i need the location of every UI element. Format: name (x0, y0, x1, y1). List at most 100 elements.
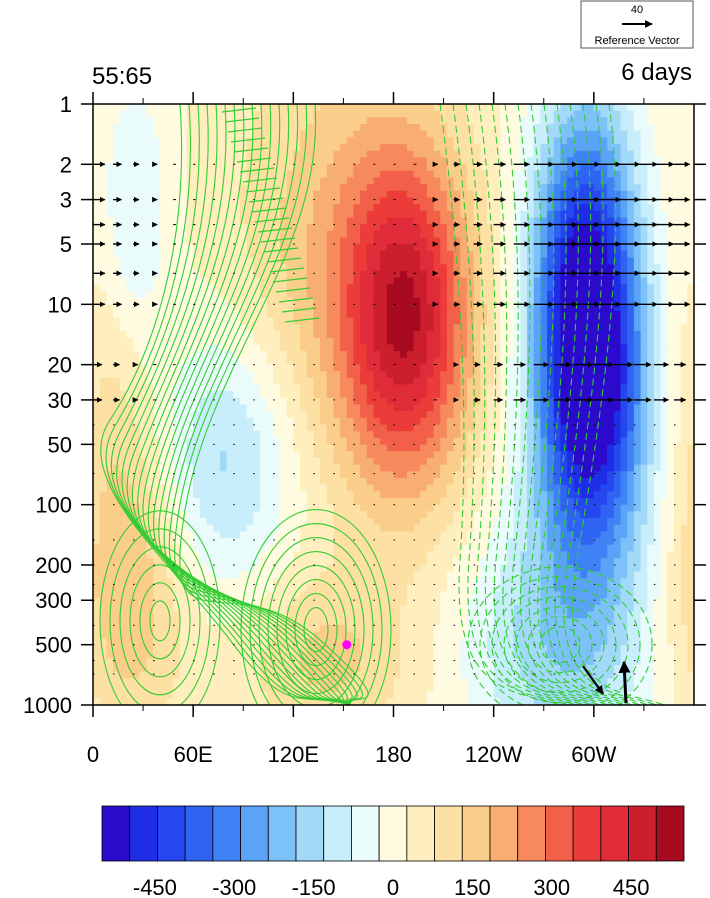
shade-cell (139, 437, 148, 446)
shade-cell (186, 177, 194, 185)
shade-cell (133, 451, 141, 459)
shade-cell (620, 364, 628, 372)
shade-cell (473, 331, 481, 339)
shade-cell (226, 170, 234, 179)
shade-cell (326, 411, 334, 419)
shade-cell (93, 431, 101, 439)
shade-cell (320, 204, 328, 212)
shade-cell (446, 184, 455, 192)
shade-cell (173, 250, 181, 259)
shade-cell (560, 124, 568, 132)
shade-cell (206, 304, 214, 312)
shade-cell (179, 277, 188, 285)
shade-cell (273, 237, 281, 245)
shade-cell (640, 237, 648, 245)
shade-cell (607, 357, 615, 366)
shade-cell (473, 324, 481, 332)
shade-cell (286, 397, 294, 406)
shade-cell (386, 404, 395, 412)
shade-cell (640, 217, 648, 225)
shade-cell (273, 377, 281, 386)
shade-cell (667, 424, 675, 432)
shade-cell (680, 411, 688, 419)
shade-cell (353, 130, 361, 138)
shade-cell (373, 157, 381, 165)
shade-cell (386, 217, 395, 225)
shade-cell (520, 391, 528, 399)
shade-cell (386, 230, 395, 239)
shade-cell (507, 331, 515, 339)
shade-cell (413, 224, 421, 232)
shade-cell (540, 277, 548, 285)
shade-cell (113, 357, 121, 366)
shade-cell (139, 237, 148, 245)
shade-cell (139, 217, 148, 225)
shade-cell (453, 324, 461, 332)
shade-cell (560, 290, 568, 299)
shade-cell (393, 110, 401, 118)
shade-cell (219, 170, 228, 179)
shade-cell (667, 197, 675, 205)
shade-cell (493, 257, 501, 265)
shade-cell (113, 264, 121, 272)
shade-cell (513, 130, 521, 138)
shade-cell (640, 270, 648, 279)
shade-cell (219, 237, 228, 245)
shade-cell (440, 331, 448, 339)
shade-cell (179, 237, 188, 245)
shade-cell (199, 471, 208, 479)
shade-cell (473, 130, 481, 138)
shade-cell (573, 297, 582, 305)
shade-cell (453, 317, 461, 325)
shade-cell (113, 304, 121, 312)
shade-cell (420, 451, 428, 459)
shade-cell (587, 311, 595, 319)
shade-cell (480, 190, 488, 199)
shade-cell (153, 177, 161, 185)
shade-cell (320, 197, 328, 205)
shade-cell (513, 324, 521, 332)
shade-cell (380, 391, 388, 399)
shade-cell (219, 290, 228, 299)
shade-cell (527, 277, 535, 285)
shade-cell (393, 137, 401, 145)
shade-cell (139, 210, 148, 219)
shade-cell (106, 311, 114, 319)
shade-cell (146, 337, 154, 345)
shade-cell (673, 197, 682, 205)
shade-cell (93, 157, 101, 165)
shade-cell (440, 417, 448, 426)
shade-cell (400, 311, 408, 319)
shade-cell (353, 144, 361, 152)
shade-cell (233, 104, 241, 112)
shade-cell (633, 170, 642, 179)
shade-cell (593, 311, 602, 319)
shade-cell (326, 391, 334, 399)
shade-cell (360, 297, 368, 305)
shade-cell (320, 190, 328, 199)
shade-cell (179, 397, 188, 406)
shade-cell (320, 464, 328, 472)
shade-cell (219, 424, 228, 432)
shade-cell (273, 324, 281, 332)
shade-cell (153, 344, 161, 352)
shade-cell (253, 297, 261, 305)
shade-cell (159, 351, 168, 359)
shade-cell (560, 137, 568, 145)
shade-cell (426, 270, 435, 279)
shade-cell (259, 124, 268, 132)
shade-cell (513, 204, 521, 212)
shade-cell (533, 124, 542, 132)
shade-cell (680, 104, 688, 112)
shade-cell (320, 230, 328, 239)
shade-cell (607, 144, 615, 152)
shade-cell (239, 170, 248, 179)
shade-cell (300, 417, 308, 426)
shade-cell (620, 150, 628, 159)
shade-cell (213, 270, 221, 279)
shade-cell (480, 304, 488, 312)
shade-cell (133, 217, 141, 225)
shade-cell (460, 244, 468, 252)
shade-cell (313, 150, 321, 159)
shade-cell (300, 117, 308, 125)
